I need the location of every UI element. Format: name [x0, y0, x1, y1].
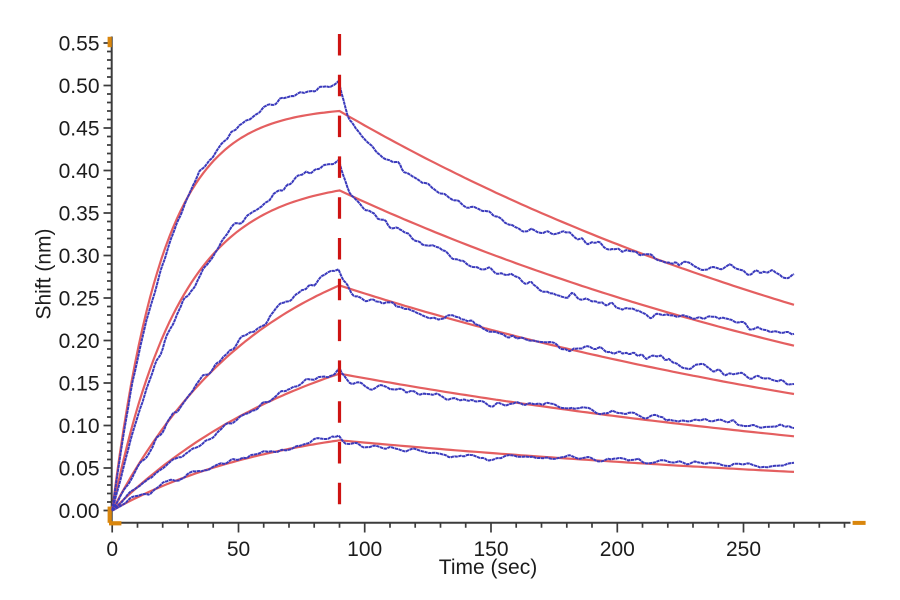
svg-text:100: 100 — [347, 538, 382, 561]
svg-text:Shift (nm): Shift (nm) — [33, 228, 56, 319]
svg-text:0.50: 0.50 — [59, 75, 100, 98]
svg-text:0.55: 0.55 — [59, 32, 100, 55]
svg-text:0.35: 0.35 — [59, 202, 100, 225]
svg-text:200: 200 — [600, 538, 635, 561]
svg-text:0.40: 0.40 — [59, 160, 100, 183]
svg-text:0.00: 0.00 — [59, 500, 100, 523]
svg-text:Time (sec): Time (sec) — [439, 556, 537, 579]
svg-text:0.05: 0.05 — [59, 457, 100, 480]
svg-text:0.20: 0.20 — [59, 330, 100, 353]
svg-text:150: 150 — [473, 538, 508, 561]
svg-text:0.15: 0.15 — [59, 372, 100, 395]
svg-text:0.30: 0.30 — [59, 245, 100, 268]
svg-text:0.45: 0.45 — [59, 117, 100, 140]
svg-text:0: 0 — [106, 538, 118, 561]
svg-text:0.10: 0.10 — [59, 415, 100, 438]
svg-text:50: 50 — [227, 538, 250, 561]
svg-text:0.25: 0.25 — [59, 287, 100, 310]
svg-text:250: 250 — [726, 538, 761, 561]
